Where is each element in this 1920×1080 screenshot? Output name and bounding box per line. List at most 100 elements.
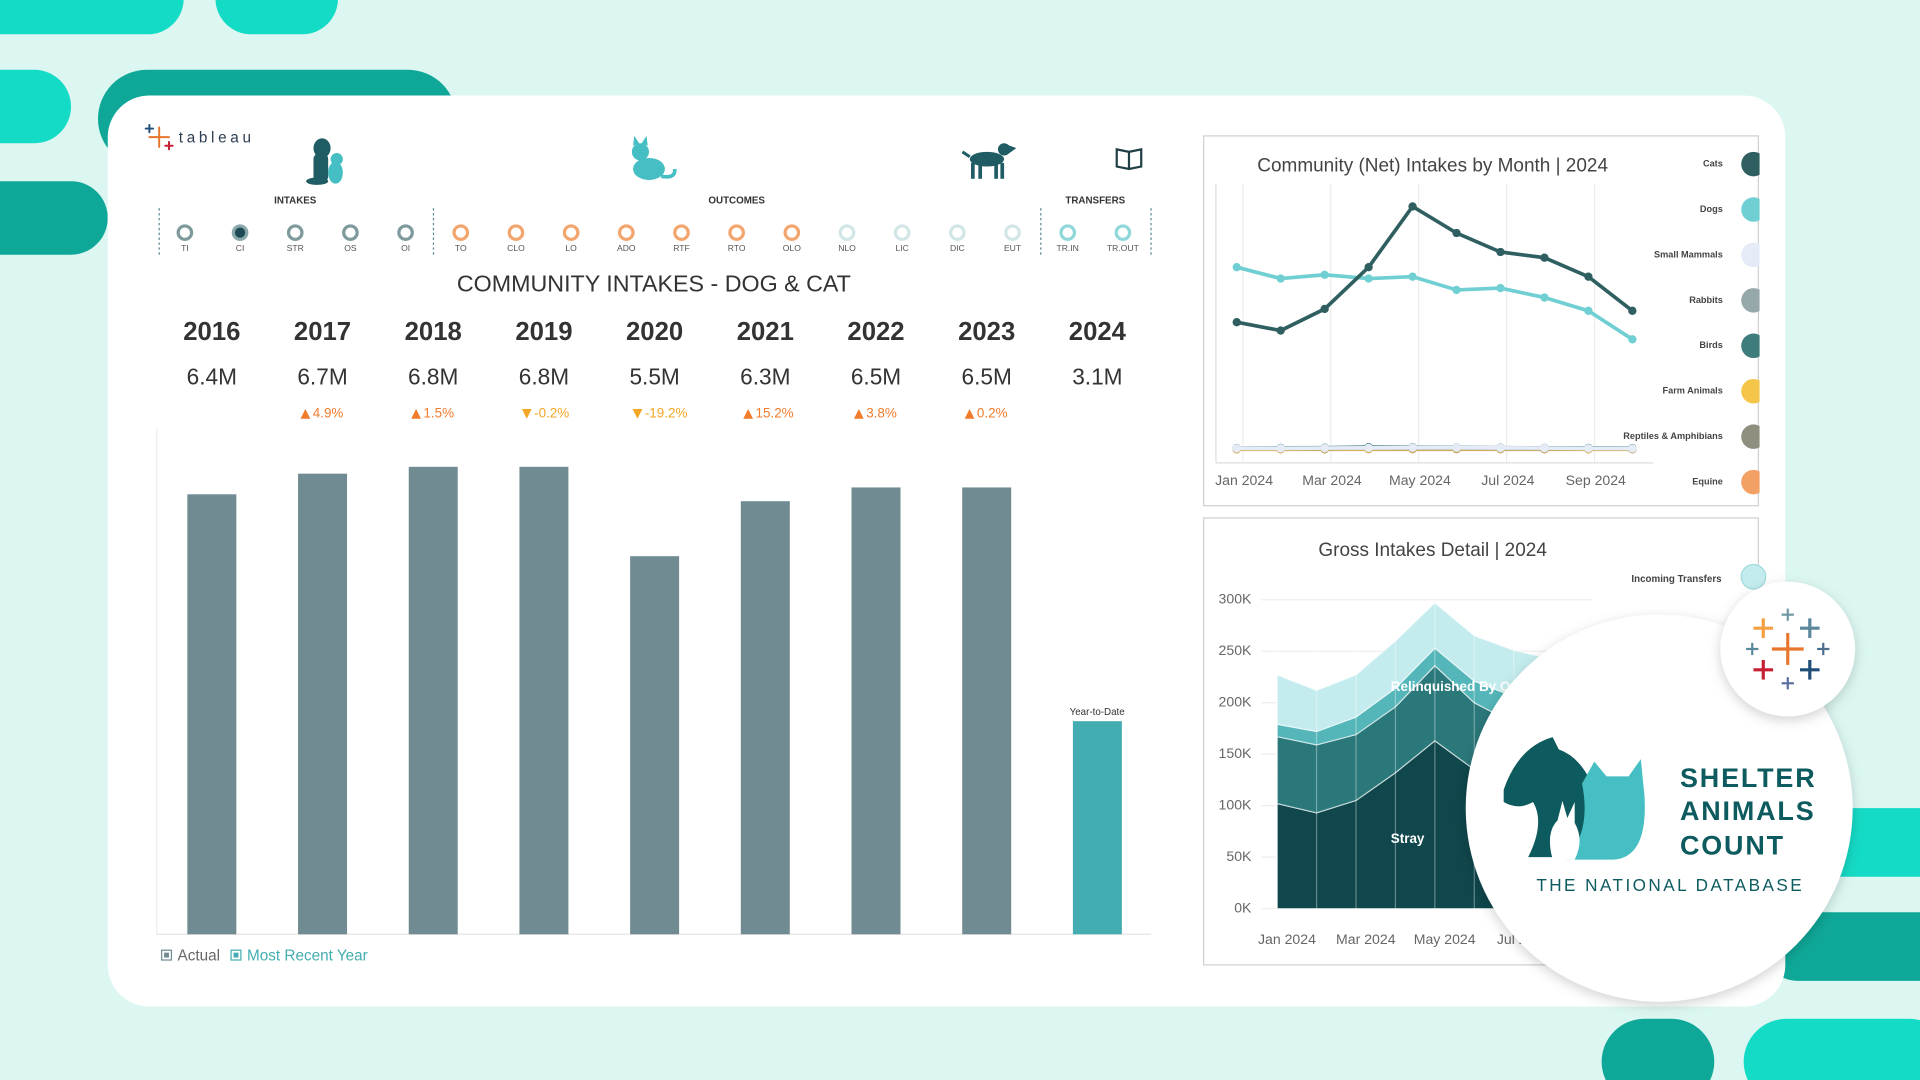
nav-item-label: RTO <box>728 243 746 253</box>
change-arrow <box>964 408 975 419</box>
nav-toggle[interactable] <box>231 224 249 241</box>
point <box>1584 272 1593 281</box>
nav-item-label: TI <box>181 243 189 253</box>
bar <box>298 473 348 935</box>
x-tick-label: Jul 2024 <box>1481 472 1534 488</box>
nav-item-label: TR.IN <box>1057 243 1079 253</box>
nav-group-label: OUTCOMES <box>708 195 765 206</box>
series-line <box>1236 445 1633 451</box>
nav-item-label: LIC <box>896 243 909 253</box>
point <box>1364 274 1373 283</box>
value-label: 6.7M <box>297 363 347 389</box>
legend-label[interactable]: Most Recent Year <box>247 947 368 964</box>
nav-group-label: TRANSFERS <box>1065 195 1125 206</box>
y-tick-label: 100K <box>1219 796 1252 812</box>
legend-label[interactable]: Dogs <box>1700 204 1723 214</box>
nav-toggle[interactable] <box>783 224 801 241</box>
year-label: 2020 <box>626 318 683 346</box>
point <box>1540 443 1549 453</box>
nav-toggle[interactable] <box>838 224 856 241</box>
point <box>1276 274 1285 283</box>
nav-item-label: CLO <box>507 243 525 253</box>
series-label: Stray <box>1391 831 1425 846</box>
legend-label[interactable]: Small Mammals <box>1654 249 1723 259</box>
legend-label[interactable]: Incoming Transfers <box>1631 574 1722 585</box>
legend-label[interactable]: Birds <box>1699 340 1722 350</box>
nav-item-label: ADO <box>617 243 636 253</box>
value-label: 6.4M <box>187 363 237 389</box>
legend-label[interactable]: Reptiles & Amphibians <box>1623 431 1723 441</box>
point <box>1408 272 1417 281</box>
change-arrow <box>521 408 532 419</box>
nav-toggle[interactable] <box>342 224 359 241</box>
change-label: -19.2% <box>645 405 688 420</box>
nav-toggle[interactable] <box>893 224 911 241</box>
x-tick-label: Sep 2024 <box>1566 472 1626 488</box>
series-line <box>1236 204 1634 333</box>
nav-toggle[interactable] <box>728 224 745 241</box>
nav-item-label: RTF <box>673 243 690 253</box>
nav-item-label: OLO <box>783 243 801 253</box>
year-label: 2023 <box>958 318 1015 346</box>
point <box>1452 443 1461 452</box>
y-tick-label: 300K <box>1219 590 1252 606</box>
y-tick-label: 200K <box>1219 693 1252 709</box>
nav-toggle[interactable] <box>452 224 470 241</box>
nav-toggle[interactable] <box>397 224 414 241</box>
cat-icon <box>631 135 677 180</box>
year-label: 2018 <box>405 318 462 346</box>
point <box>1496 247 1505 257</box>
nav-toggle[interactable] <box>1059 224 1077 241</box>
legend-label[interactable]: Cats <box>1703 159 1723 169</box>
value-label: 6.3M <box>740 363 790 389</box>
nav-item-label: DIC <box>950 243 965 253</box>
nav-item-label: CI <box>236 243 245 253</box>
sac-logo: SHELTER ANIMALS COUNT THE NATIONAL DATAB… <box>1465 614 1853 1002</box>
nav-toggle[interactable] <box>286 224 304 241</box>
book-icon <box>1115 148 1143 171</box>
nav: TI CI STR OS OI INTAKES TO CLO LO ADO RTF RTO OLO NLO… <box>176 195 1140 253</box>
legend-label[interactable]: Actual <box>178 947 221 964</box>
chart-title: Gross Intakes Detail | 2024 <box>1318 540 1546 561</box>
nav-item-label: NLO <box>838 243 856 253</box>
year-label: 2019 <box>515 318 572 346</box>
nav-toggle[interactable] <box>1114 224 1132 241</box>
change-arrow <box>411 408 421 419</box>
nav-toggle[interactable] <box>1004 224 1021 241</box>
legend-label[interactable]: Farm Animals <box>1663 386 1723 396</box>
nav-item-label: TR.OUT <box>1107 243 1140 253</box>
year-label: 2022 <box>847 318 904 346</box>
bar <box>740 501 790 935</box>
nav-toggle[interactable] <box>617 224 635 241</box>
change-arrow <box>300 408 311 419</box>
value-label: 3.1M <box>1072 363 1122 389</box>
series-label: Relinquished By Owner <box>1391 679 1543 694</box>
x-tick-label: May 2024 <box>1414 931 1476 947</box>
logo-tagline: THE NATIONAL DATABASE <box>1536 875 1804 895</box>
legend-label[interactable]: Rabbits <box>1689 295 1723 305</box>
point <box>1408 443 1417 452</box>
panel <box>1203 135 1759 507</box>
nav-toggle[interactable] <box>176 224 194 241</box>
bar-chart: 2016 6.4M 2017 6.7M 4.9% 2018 6.8M 1.5% 2019 6.8M… <box>156 318 1152 964</box>
bar <box>851 487 901 935</box>
nav-toggle[interactable] <box>673 224 690 241</box>
nav-toggle[interactable] <box>507 224 525 241</box>
point <box>1276 444 1285 453</box>
nav-item-label: STR <box>287 243 304 253</box>
legend-label[interactable]: Equine <box>1692 477 1723 487</box>
nav-toggle[interactable] <box>562 224 580 241</box>
legend-swatch <box>164 952 169 958</box>
point <box>1364 263 1373 272</box>
legend-clip <box>1759 137 1785 505</box>
point <box>1276 326 1285 335</box>
nav-toggle[interactable] <box>949 224 966 241</box>
value-label: 6.8M <box>519 363 569 389</box>
point <box>1584 306 1593 315</box>
nav-item-label: TO <box>455 243 467 253</box>
logo-animals <box>1503 737 1645 860</box>
legend-swatch <box>233 952 239 958</box>
